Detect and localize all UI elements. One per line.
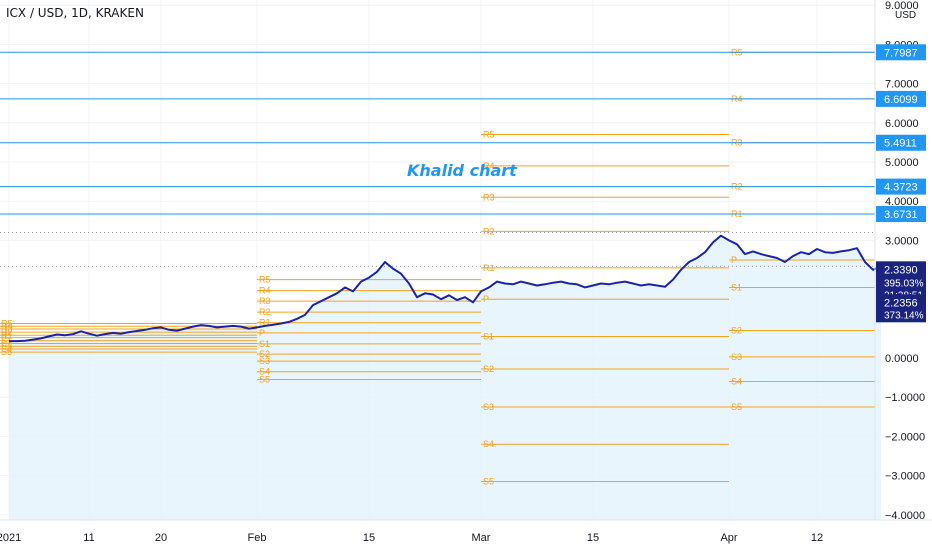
time-tick-label: Mar — [472, 532, 491, 544]
price-tick-label: 9.0000 — [885, 0, 919, 12]
annotation-text[interactable]: Khalid chart — [407, 161, 518, 180]
currency-label: USD — [895, 10, 916, 21]
pivot-label-s1: S1 — [483, 331, 494, 341]
time-tick-label: Feb — [248, 532, 267, 544]
price-label-text: 7.7987 — [884, 47, 918, 59]
time-tick-label: 11 — [83, 532, 94, 544]
pivot-label-r3: R3 — [259, 296, 271, 306]
price-label-text: 4.3723 — [884, 182, 918, 194]
pivot-label-r4: R4 — [259, 286, 271, 296]
price-tick-label: 0.0000 — [885, 353, 919, 365]
last-price-tag[interactable] — [876, 261, 926, 300]
price-label-tag[interactable] — [876, 90, 926, 107]
symbol-title[interactable]: ICX / USD, 1D, KRAKEN — [6, 6, 144, 20]
price-tick-label: 6.0000 — [885, 118, 919, 130]
pivot-label-s4: S4 — [731, 377, 742, 387]
pivot-label-s5: S5 — [483, 476, 494, 486]
price-label-tag[interactable] — [876, 206, 926, 223]
price-label-tag[interactable] — [876, 134, 926, 151]
last-price-extra: 395.03% — [884, 278, 924, 289]
pivot-label-s3: S3 — [259, 356, 270, 366]
last-price-text: 2.3390 — [884, 264, 918, 276]
price-tick-label: 7.0000 — [885, 79, 919, 91]
pivot-label-s1: S1 — [1, 336, 12, 346]
price-axis[interactable]: 9.00008.00007.00006.00005.00004.00003.00… — [874, 0, 926, 522]
other-price-text: 2.2356 — [884, 297, 918, 309]
pivot-label-r5: R5 — [259, 275, 271, 285]
pivot-label-s5: S5 — [1, 347, 12, 357]
pivot-label-s2: S2 — [1, 338, 12, 348]
pivot-label-s1: S1 — [731, 282, 742, 292]
pivot-label-s4: S4 — [259, 367, 270, 377]
price-tick-label: 3.0000 — [885, 235, 919, 247]
time-tick-label: 15 — [363, 532, 375, 544]
pivot-label-r2: R2 — [259, 307, 271, 317]
pivot-label-r1: R1 — [1, 330, 13, 340]
pivot-label-r5: R5 — [483, 130, 495, 140]
pivot-label-s5: S5 — [731, 402, 742, 412]
time-tick-label: 15 — [587, 532, 599, 544]
horizontal-lines — [0, 51, 875, 267]
price-series — [9, 234, 882, 343]
price-label-text: 5.4911 — [884, 138, 917, 150]
price-tick-label: 4.0000 — [885, 196, 919, 208]
pivot-label-r2: R2 — [1, 327, 13, 337]
pivot-label-p: P — [483, 294, 489, 304]
pivot-label-r5: R5 — [1, 319, 13, 329]
price-tick-label: −2.0000 — [885, 431, 925, 443]
pivot-label-r1: R1 — [259, 318, 271, 328]
price-label-text: 6.6099 — [884, 94, 918, 106]
pivot-label-s2: S2 — [731, 326, 742, 336]
price-tick-label: 5.0000 — [885, 157, 919, 169]
pivot-label-r3: R3 — [1, 324, 13, 334]
time-tick-label: Apr — [720, 532, 737, 544]
pivot-label-s5: S5 — [259, 375, 270, 385]
pivot-label-p: P — [731, 255, 737, 265]
pivot-label-s4: S4 — [483, 439, 494, 449]
time-tick-label: 2021 — [0, 532, 21, 544]
pivot-label-s3: S3 — [731, 352, 742, 362]
pivot-label-p: P — [1, 333, 7, 343]
pivot-label-s3: S3 — [1, 341, 12, 351]
price-tick-label: −1.0000 — [885, 392, 925, 404]
price-line — [9, 234, 882, 343]
price-tick-label: −3.0000 — [885, 471, 925, 483]
price-label-tag[interactable] — [876, 178, 926, 195]
time-axis[interactable]: 2021 11 20 Feb 15 Mar 15 Apr 12 — [0, 519, 932, 544]
other-price-tag[interactable] — [876, 294, 926, 323]
price-tick-label: −4.0000 — [885, 510, 925, 522]
price-area — [9, 235, 881, 520]
pivot-label-r1: R1 — [483, 263, 495, 273]
price-label-text: 3.6731 — [884, 209, 918, 221]
time-tick-label: 20 — [155, 532, 167, 544]
pivot-label-s2: S2 — [483, 364, 494, 374]
other-price-extra: 373.14% — [884, 310, 924, 321]
pivot-label-s3: S3 — [483, 402, 494, 412]
pivot-label-p: P — [259, 328, 265, 338]
price-area-fill — [9, 235, 881, 520]
pivot-label-r4: R4 — [1, 321, 13, 331]
pivot-label-s1: S1 — [259, 339, 270, 349]
pivot-label-r2: R2 — [483, 226, 495, 236]
time-tick-label: 12 — [811, 532, 823, 544]
price-label-tag[interactable] — [876, 44, 926, 61]
pivot-label-s2: S2 — [259, 349, 270, 359]
pivot-label-r3: R3 — [483, 192, 495, 202]
pivot-label-s4: S4 — [1, 344, 12, 354]
pivot-label-r4: R4 — [483, 161, 495, 171]
